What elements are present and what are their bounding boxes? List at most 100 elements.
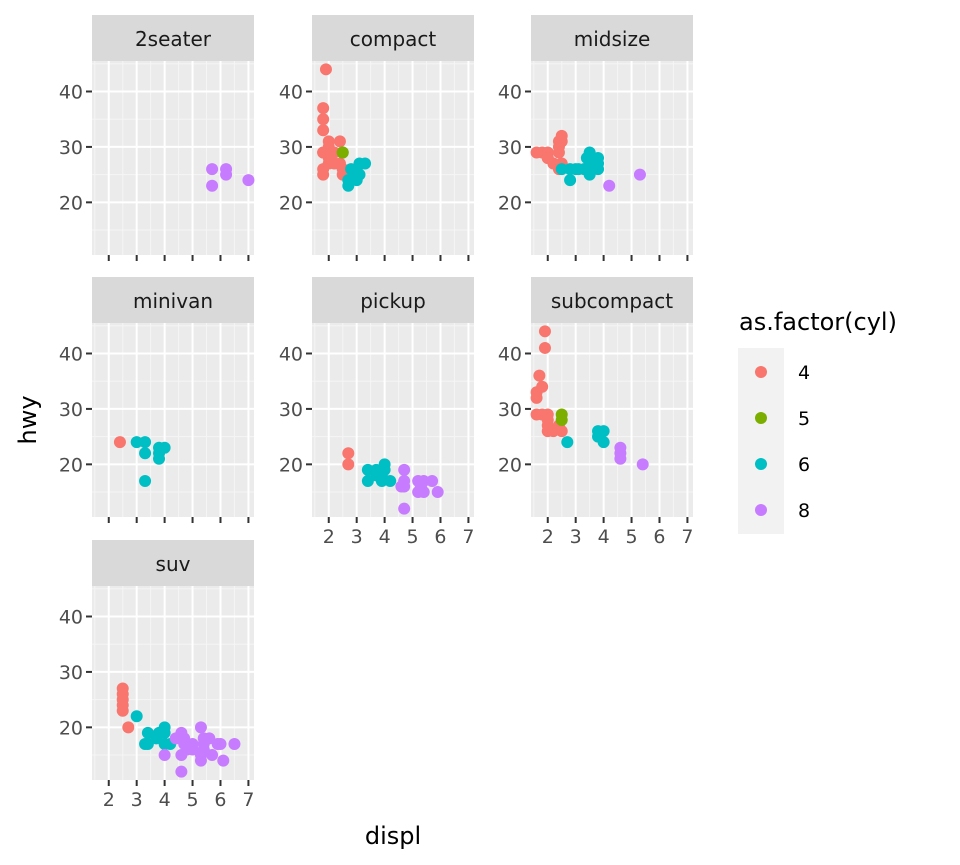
legend-key-4 — [755, 366, 767, 378]
data-point — [530, 391, 543, 404]
y-tick-label: 40 — [498, 81, 522, 103]
data-point — [555, 408, 568, 421]
data-point — [220, 168, 233, 181]
panel-background — [92, 61, 254, 255]
legend-key-6 — [755, 458, 767, 470]
data-point — [317, 124, 330, 137]
x-tick-label: 6 — [653, 526, 665, 548]
facet-panel-subcompact: subcompact 20 30 40 2 3 4 5 6 7 — [498, 277, 693, 548]
data-point — [116, 704, 129, 717]
data-point — [378, 463, 391, 476]
data-point — [414, 480, 427, 493]
y-tick-label: 20 — [498, 454, 522, 476]
legend-label: 5 — [798, 408, 810, 430]
legend-title: as.factor(cyl) — [739, 308, 897, 336]
facet-panel-pickup: pickup 20 30 40 2 3 4 5 6 7 — [279, 277, 474, 548]
x-tick-label: 3 — [131, 789, 143, 811]
y-tick-label: 40 — [59, 343, 83, 365]
y-tick-label: 30 — [279, 137, 303, 159]
facet-strip — [92, 15, 254, 61]
data-point — [228, 737, 241, 750]
data-point — [538, 325, 551, 338]
data-point — [564, 174, 577, 187]
data-point — [552, 146, 565, 159]
data-point — [533, 369, 546, 382]
data-point — [536, 380, 549, 393]
facet-strip — [312, 15, 474, 61]
y-tick-label: 20 — [59, 717, 83, 739]
data-point — [319, 63, 332, 76]
facet-strip-label: suv — [156, 552, 191, 576]
facet-strip — [92, 277, 254, 323]
data-point — [180, 743, 193, 756]
data-point — [395, 480, 408, 493]
data-point — [350, 163, 363, 176]
data-point — [597, 425, 610, 438]
data-point — [336, 146, 349, 159]
data-point — [113, 436, 126, 449]
data-point — [333, 135, 346, 148]
data-point — [139, 436, 152, 449]
y-tick-label: 40 — [59, 81, 83, 103]
y-tick-label: 40 — [279, 81, 303, 103]
data-point — [555, 135, 568, 148]
facet-panels: 2seater203040compact203040midsize203040m… — [59, 15, 693, 811]
data-point — [431, 486, 444, 499]
data-point — [561, 436, 574, 449]
data-point — [139, 474, 152, 487]
data-point — [328, 146, 341, 159]
y-tick-label: 40 — [59, 606, 83, 628]
x-tick-label: 5 — [187, 789, 199, 811]
legend: as.factor(cyl) 4 5 6 8 — [738, 308, 897, 534]
data-point — [158, 721, 171, 734]
y-tick-label: 30 — [498, 399, 522, 421]
facet-strip-label: subcompact — [551, 289, 673, 313]
legend-key-5 — [755, 412, 767, 424]
data-point — [130, 436, 143, 449]
data-point — [342, 447, 355, 460]
data-point — [398, 502, 411, 515]
facet-strip-label: 2seater — [135, 27, 212, 51]
x-tick-label: 5 — [626, 526, 638, 548]
facet-strip — [531, 15, 693, 61]
data-point — [586, 163, 599, 176]
data-point — [175, 765, 188, 778]
x-axis-title: displ — [365, 822, 421, 850]
x-tick-label: 4 — [159, 789, 171, 811]
data-point — [614, 452, 627, 465]
x-tick-label: 7 — [462, 526, 474, 548]
data-point — [317, 102, 330, 115]
data-point — [217, 754, 230, 767]
data-point — [158, 441, 171, 454]
x-tick-label: 2 — [103, 789, 115, 811]
x-tick-label: 4 — [379, 526, 391, 548]
facet-panel-suv: suv 20 30 40 2 3 4 5 6 7 — [59, 540, 254, 811]
data-point — [633, 168, 646, 181]
y-tick-label: 30 — [498, 137, 522, 159]
x-tick-label: 7 — [681, 526, 693, 548]
y-tick-label: 20 — [498, 192, 522, 214]
facet-strip — [92, 540, 254, 586]
x-tick-label: 7 — [242, 789, 254, 811]
data-point — [153, 452, 166, 465]
data-point — [158, 749, 171, 762]
data-point — [139, 447, 152, 460]
data-point — [555, 425, 568, 438]
legend-label: 6 — [798, 454, 810, 476]
data-point — [206, 163, 219, 176]
x-tick-label: 2 — [542, 526, 554, 548]
x-tick-label: 5 — [407, 526, 419, 548]
panel-background — [92, 586, 254, 780]
x-tick-label: 2 — [323, 526, 335, 548]
data-point — [426, 474, 439, 487]
y-tick-label: 30 — [59, 399, 83, 421]
x-tick-label: 6 — [434, 526, 446, 548]
y-tick-label: 20 — [279, 454, 303, 476]
data-point — [636, 458, 649, 471]
facet-panel-midsize: midsize 20 30 40 — [498, 15, 693, 261]
data-point — [194, 721, 207, 734]
panel-background — [92, 323, 254, 517]
y-axis-title: hwy — [14, 395, 42, 444]
facet-strip-label: compact — [350, 27, 437, 51]
